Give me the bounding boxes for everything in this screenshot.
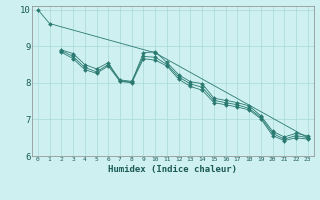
X-axis label: Humidex (Indice chaleur): Humidex (Indice chaleur) xyxy=(108,165,237,174)
